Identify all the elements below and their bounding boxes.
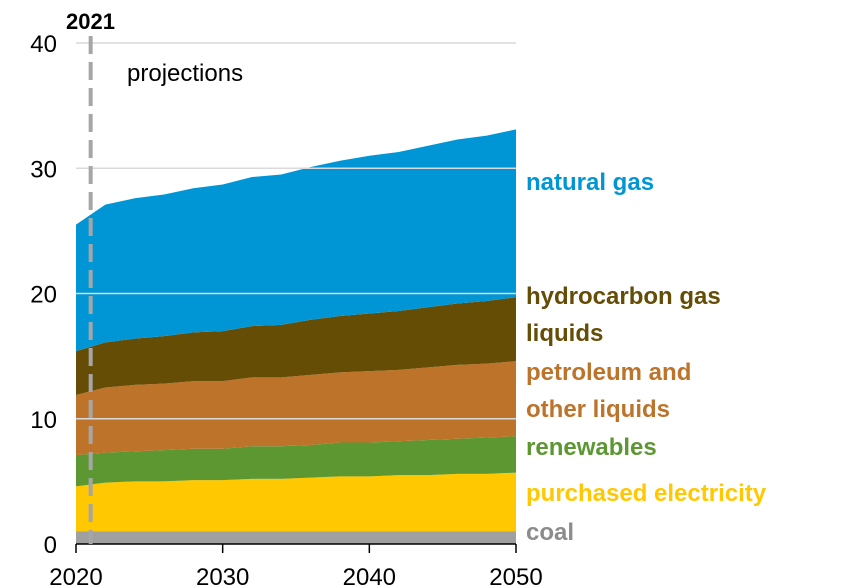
grid bbox=[76, 42, 516, 420]
area bbox=[76, 436, 516, 487]
legend-label: purchased electricity bbox=[526, 480, 767, 507]
areas bbox=[76, 129, 516, 544]
projection-year: 2021 bbox=[66, 9, 115, 34]
legend-label: renewables bbox=[526, 434, 657, 461]
legend-label: coal bbox=[526, 519, 575, 546]
x-tick-label: 2020 bbox=[49, 564, 102, 586]
area bbox=[76, 297, 516, 395]
legend-label: petroleum and other liquids bbox=[526, 359, 692, 423]
y-tick-label: 30 bbox=[30, 156, 57, 183]
y-tick-label: 10 bbox=[30, 407, 57, 434]
area bbox=[76, 129, 516, 352]
area bbox=[76, 531, 516, 544]
legend-label: hydrocarbon gas liquids bbox=[526, 283, 721, 347]
legend-label: natural gas bbox=[526, 169, 655, 196]
x-tick-label: 2050 bbox=[489, 564, 542, 586]
y-tick-label: 20 bbox=[30, 282, 57, 309]
y-tick-label: 0 bbox=[44, 532, 57, 559]
x-tick-label: 2030 bbox=[196, 564, 249, 586]
x-tick-label: 2040 bbox=[343, 564, 396, 586]
y-tick-label: 40 bbox=[30, 31, 57, 58]
projection-text: projections bbox=[127, 60, 243, 87]
area bbox=[76, 472, 516, 532]
area bbox=[76, 361, 516, 456]
